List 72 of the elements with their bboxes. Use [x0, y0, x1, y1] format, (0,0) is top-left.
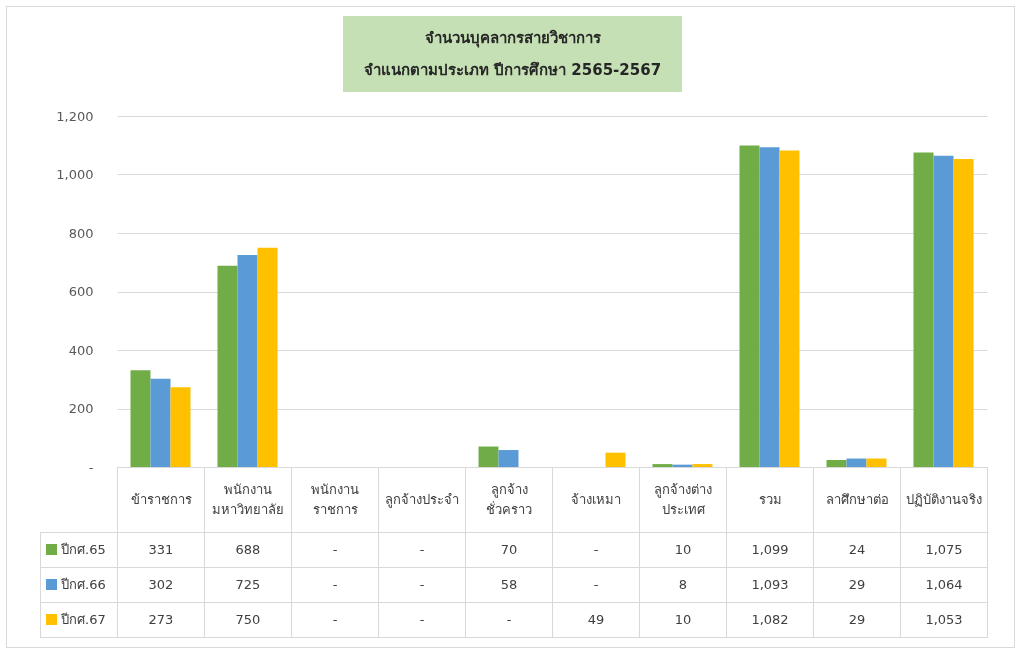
y-tick-label: 600 — [68, 284, 94, 299]
chart-title: จำนวนบุคลากรสายวิชาการ — [424, 28, 601, 50]
legend-label: ปีกศ.66 — [61, 577, 106, 592]
text: - — [332, 542, 338, 557]
data-label: 70 — [465, 532, 553, 568]
data-label: 24 — [813, 532, 901, 568]
bar — [953, 159, 974, 467]
data-label: 1,075 — [900, 532, 988, 568]
x-tick-label: ลาศึกษาต่อ — [813, 467, 901, 533]
bar — [652, 464, 673, 467]
data-label: 1,099 — [726, 532, 814, 568]
data-label: 10 — [639, 602, 727, 638]
data-label: 302 — [117, 567, 205, 603]
data-label: 725 — [204, 567, 292, 603]
text: - — [593, 542, 599, 557]
x-tick-label: ลูกจ้างชั่วคราว — [465, 467, 553, 533]
bar — [692, 464, 713, 467]
chart-subtitle: จำแนกตามประเภท ปีการศึกษา 2565-2567 — [363, 60, 662, 81]
bar — [913, 152, 934, 467]
bar — [605, 452, 626, 467]
bar — [237, 254, 258, 467]
bar — [779, 150, 800, 467]
legend-label: ปีกศ.67 — [61, 612, 106, 627]
x-tick-label: พนักงานมหาวิทยาลัย — [204, 467, 292, 533]
y-tick-label: 200 — [68, 401, 94, 416]
bar — [257, 247, 278, 467]
y-tick-label: 1,200 — [56, 108, 94, 124]
legend-label: ปีกศ.65 — [61, 542, 106, 557]
data-label: 331 — [117, 532, 205, 568]
y-tick-label: 1,000 — [56, 167, 94, 182]
data-label: 273 — [117, 602, 205, 638]
data-label: 49 — [552, 602, 640, 638]
data-label: 58 — [465, 567, 553, 603]
x-tick-label: ลูกจ้างประจำ — [378, 467, 466, 533]
data-label: 10 — [639, 532, 727, 568]
bar — [217, 265, 238, 467]
x-tick-label: ปฏิบัติงานจริง — [900, 467, 988, 533]
data-label: 1,064 — [900, 567, 988, 603]
data-label: 1,082 — [726, 602, 814, 638]
bar — [826, 459, 847, 467]
text: - — [419, 542, 425, 557]
bar — [846, 458, 867, 467]
x-tick-label: รวม — [726, 467, 814, 533]
bar — [170, 387, 191, 467]
bar — [498, 450, 519, 467]
data-label: 8 — [639, 567, 727, 603]
text: - — [419, 612, 425, 627]
data-label: 29 — [813, 567, 901, 603]
y-tick-label: - — [88, 459, 94, 475]
bar — [130, 370, 151, 467]
bar — [759, 147, 780, 467]
bar — [739, 145, 760, 467]
text: - — [419, 577, 425, 592]
y-tick-label: 800 — [68, 225, 94, 241]
data-label: 1,093 — [726, 567, 814, 603]
bar — [933, 155, 954, 467]
x-tick-label: พนักงานราชการ — [291, 467, 379, 533]
y-tick-label: 400 — [68, 342, 94, 358]
bar — [150, 378, 171, 467]
data-label: 750 — [204, 602, 292, 638]
bar — [478, 446, 499, 467]
bar — [866, 458, 887, 467]
x-tick-label: จ้างเหมา — [552, 467, 640, 533]
text: - — [506, 612, 512, 627]
x-tick-label: ลูกจ้างต่างประเทศ — [639, 467, 727, 533]
text: - — [332, 577, 338, 592]
data-label: 29 — [813, 602, 901, 638]
text: - — [593, 577, 599, 592]
data-label: 688 — [204, 532, 292, 568]
text: - — [332, 612, 338, 627]
x-tick-label: ข้าราชการ — [117, 467, 205, 533]
data-label: 1,053 — [900, 602, 988, 638]
